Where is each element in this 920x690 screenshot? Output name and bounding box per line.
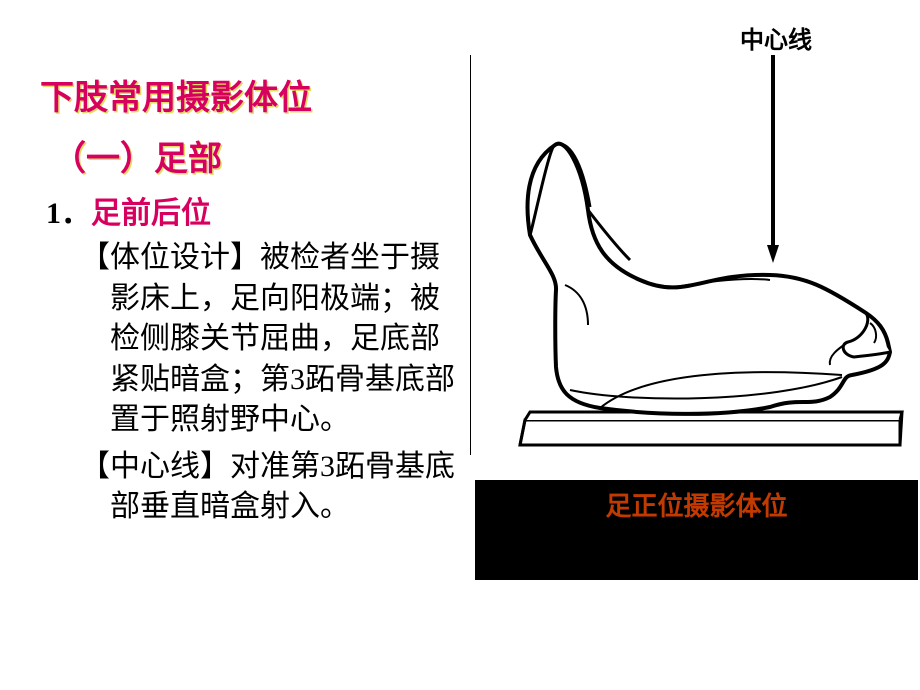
centerline-label: 中心线 xyxy=(740,20,812,55)
diagram-caption-bar: 足正位摄影体位 xyxy=(475,480,918,580)
paragraph-position: 【体位设计】被检者坐于摄影床上，足向阳极端；被检侧膝关节屈曲，足底部紧贴暗盒；第… xyxy=(50,238,460,441)
main-title: 下肢常用摄影体位 xyxy=(40,70,460,119)
section-title: （一）足部 xyxy=(52,131,460,180)
item-title: 足前后位 xyxy=(91,197,211,230)
paragraph-centerline: 【中心线】对准第3跖骨基底部垂直暗盒射入。 xyxy=(50,447,460,528)
item-number: 1． xyxy=(46,197,91,230)
diagram-caption: 足正位摄影体位 xyxy=(475,480,918,523)
foot-diagram xyxy=(470,55,910,455)
text-content-column: 下肢常用摄影体位 （一）足部 1．足前后位 【体位设计】被检者坐于摄影床上，足向… xyxy=(40,70,460,534)
item-heading: 1．足前后位 xyxy=(46,188,460,232)
